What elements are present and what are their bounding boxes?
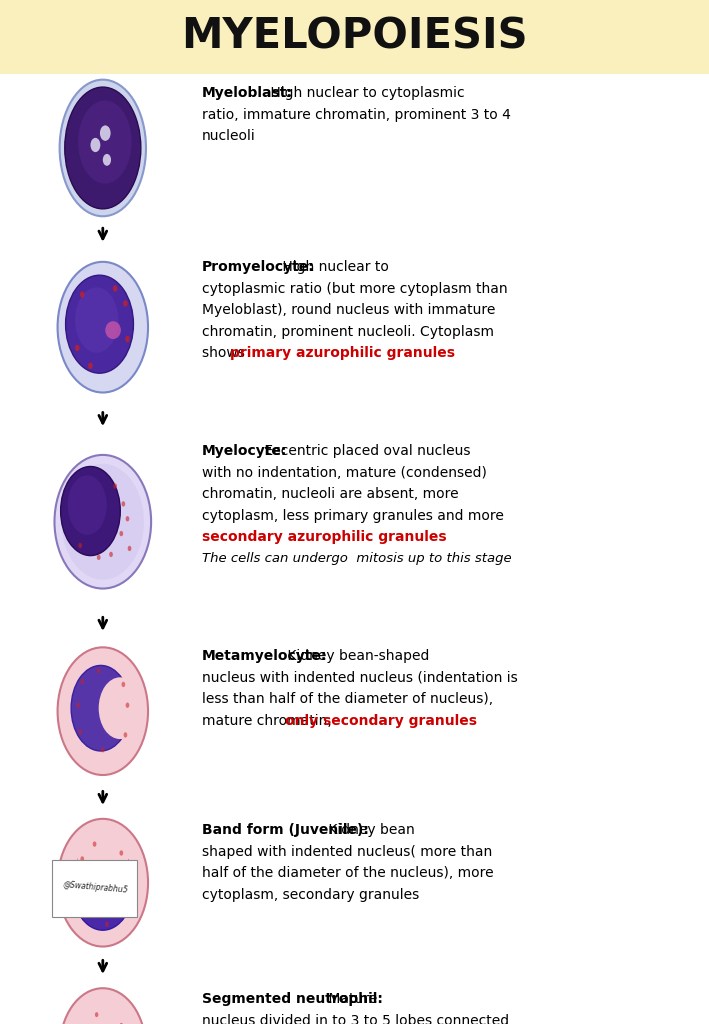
Circle shape (77, 823, 128, 897)
Circle shape (119, 530, 123, 537)
Text: chromatin, prominent nucleoli. Cytoplasm: chromatin, prominent nucleoli. Cytoplasm (202, 325, 494, 339)
Text: nucleus with indented nucleus (indentation is: nucleus with indented nucleus (indentati… (202, 671, 518, 685)
Circle shape (125, 516, 129, 521)
Circle shape (97, 555, 101, 560)
Circle shape (80, 679, 84, 684)
Text: shows: shows (202, 346, 250, 360)
Circle shape (78, 909, 82, 915)
Circle shape (91, 138, 101, 153)
Circle shape (120, 1023, 123, 1024)
Circle shape (78, 543, 82, 548)
Circle shape (109, 552, 113, 557)
Ellipse shape (75, 288, 118, 352)
Ellipse shape (60, 80, 146, 216)
Circle shape (97, 668, 101, 674)
Circle shape (121, 501, 125, 507)
Text: Eccentric placed oval nucleus: Eccentric placed oval nucleus (260, 444, 471, 459)
Text: @Swathiprabhu5: @Swathiprabhu5 (62, 880, 128, 895)
Ellipse shape (105, 322, 121, 339)
Text: Myeloblast:: Myeloblast: (202, 86, 293, 100)
Circle shape (99, 677, 142, 739)
Ellipse shape (67, 475, 107, 535)
Ellipse shape (57, 647, 148, 775)
Text: chromatin, nucleoli are absent, more: chromatin, nucleoli are absent, more (202, 487, 459, 502)
Text: High nuclear to: High nuclear to (278, 260, 389, 274)
Text: cytoplasm, secondary granules: cytoplasm, secondary granules (202, 888, 419, 902)
Ellipse shape (62, 464, 144, 580)
Ellipse shape (55, 455, 151, 589)
Ellipse shape (61, 467, 121, 556)
Circle shape (80, 856, 84, 861)
Ellipse shape (66, 275, 133, 373)
Text: only secondary granules: only secondary granules (285, 714, 477, 728)
Bar (0, 0, 709, 74)
Text: Segmented neutrophil:: Segmented neutrophil: (202, 992, 383, 1007)
Ellipse shape (78, 100, 132, 183)
Circle shape (88, 362, 93, 369)
Text: Myelocyte:: Myelocyte: (202, 444, 287, 459)
Text: Metamyelocyte:: Metamyelocyte: (202, 649, 328, 664)
Text: nucleus divided in to 3 to 5 lobes connected: nucleus divided in to 3 to 5 lobes conne… (202, 1014, 509, 1024)
Circle shape (100, 125, 111, 141)
Text: shaped with indented nucleus( more than: shaped with indented nucleus( more than (202, 845, 492, 859)
Text: ratio, immature chromatin, prominent 3 to 4: ratio, immature chromatin, prominent 3 t… (202, 108, 511, 122)
Circle shape (72, 841, 133, 930)
Circle shape (75, 345, 79, 351)
Text: Kidney bean-shaped: Kidney bean-shaped (284, 649, 430, 664)
Text: MYELOPOIESIS: MYELOPOIESIS (182, 15, 527, 58)
Circle shape (123, 898, 128, 903)
Text: primary azurophilic granules: primary azurophilic granules (230, 346, 454, 360)
Circle shape (123, 732, 128, 737)
Circle shape (101, 748, 105, 753)
Ellipse shape (57, 262, 148, 392)
Text: half of the diameter of the nucleus), more: half of the diameter of the nucleus), mo… (202, 866, 493, 881)
Circle shape (103, 154, 111, 166)
Text: cytoplasm, less primary granules and more: cytoplasm, less primary granules and mor… (202, 509, 504, 523)
Text: Myeloblast), round nucleus with immature: Myeloblast), round nucleus with immature (202, 303, 496, 317)
Ellipse shape (60, 988, 146, 1024)
Text: High nuclear to cytoplasmic: High nuclear to cytoplasmic (266, 86, 464, 100)
Text: nucleoli: nucleoli (202, 129, 256, 143)
Circle shape (119, 850, 123, 856)
Circle shape (71, 666, 130, 751)
Circle shape (78, 729, 82, 734)
Text: cytoplasmic ratio (but more cytoplasm than: cytoplasmic ratio (but more cytoplasm th… (202, 282, 508, 296)
Text: Kidney bean: Kidney bean (324, 823, 415, 838)
Circle shape (113, 286, 118, 292)
Ellipse shape (65, 87, 141, 209)
Circle shape (95, 1012, 99, 1017)
Ellipse shape (57, 819, 148, 946)
Text: secondary azurophilic granules: secondary azurophilic granules (202, 530, 447, 545)
Circle shape (77, 702, 80, 708)
Circle shape (121, 682, 125, 687)
Text: Mature: Mature (324, 992, 377, 1007)
Circle shape (125, 336, 130, 342)
Circle shape (93, 842, 96, 847)
Circle shape (113, 483, 117, 488)
Circle shape (125, 702, 129, 708)
Circle shape (123, 300, 128, 306)
Circle shape (105, 922, 108, 927)
Text: The cells can undergo  mitosis up to this stage: The cells can undergo mitosis up to this… (202, 552, 512, 565)
Circle shape (125, 871, 129, 877)
Text: mature chromatin,: mature chromatin, (202, 714, 336, 728)
Text: less than half of the diameter of nucleus),: less than half of the diameter of nucleu… (202, 692, 493, 707)
Circle shape (128, 546, 131, 551)
Circle shape (77, 877, 80, 883)
Text: Band form (Juvenile):: Band form (Juvenile): (202, 823, 369, 838)
Text: with no indentation, mature (condensed): with no indentation, mature (condensed) (202, 466, 487, 480)
Circle shape (80, 291, 84, 298)
Text: Promyelocyte:: Promyelocyte: (202, 260, 315, 274)
FancyBboxPatch shape (52, 860, 137, 918)
